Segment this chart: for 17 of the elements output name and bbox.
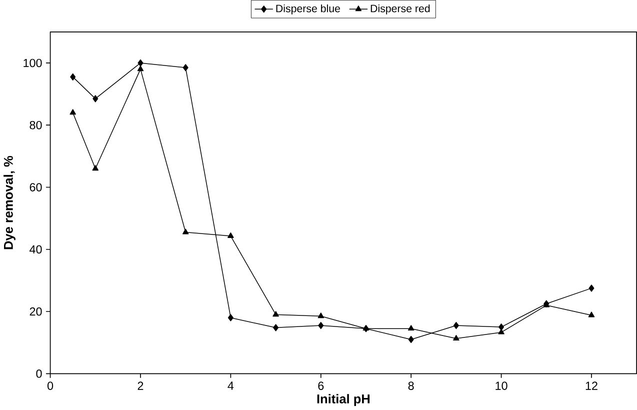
x-axis-title: Initial pH xyxy=(317,394,370,406)
x-tick-label: 12 xyxy=(586,382,598,390)
y-tick-label: 0 xyxy=(36,370,42,378)
x-tick-label: 4 xyxy=(228,382,234,390)
legend-label: Disperse red xyxy=(370,4,430,15)
x-tick-label: 10 xyxy=(496,382,508,390)
y-tick-label: 60 xyxy=(30,183,42,192)
y-axis-title: Dye removal, % xyxy=(4,156,16,250)
y-tick-label: 80 xyxy=(30,121,42,130)
x-tick-label: 2 xyxy=(138,382,144,390)
y-tick-label: 100 xyxy=(24,59,42,68)
y-tick-label: 20 xyxy=(30,308,42,316)
legend-label: Disperse blue xyxy=(276,4,340,15)
x-tick-label: 8 xyxy=(408,382,414,390)
y-tick-label: 40 xyxy=(30,245,42,254)
x-tick-label: 0 xyxy=(47,382,54,390)
x-tick-label: 6 xyxy=(318,382,324,390)
